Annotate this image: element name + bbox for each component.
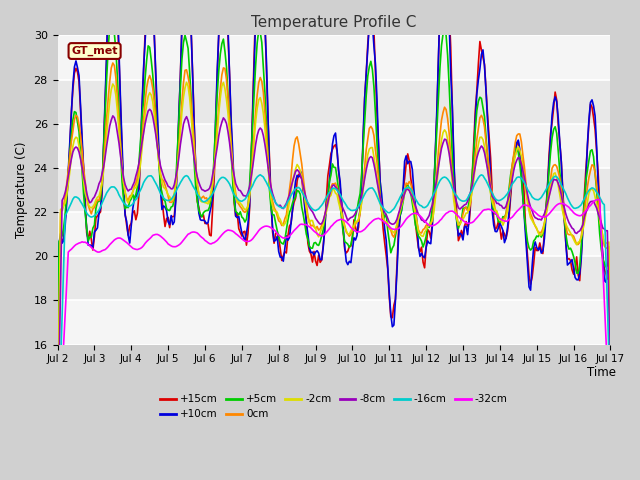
-8cm: [401, 191, 408, 196]
0cm: [388, 232, 396, 238]
+10cm: [388, 324, 396, 330]
0cm: [541, 220, 548, 226]
+5cm: [370, 84, 378, 89]
-32cm: [369, 218, 376, 224]
-16cm: [388, 207, 396, 213]
+15cm: [69, 86, 77, 92]
-16cm: [69, 196, 77, 202]
+15cm: [541, 229, 548, 235]
Line: +15cm: +15cm: [58, 0, 611, 480]
-32cm: [596, 197, 604, 203]
+5cm: [541, 224, 548, 229]
-32cm: [539, 214, 547, 220]
-16cm: [541, 190, 548, 195]
-8cm: [607, 383, 614, 388]
0cm: [370, 132, 378, 138]
+5cm: [607, 398, 614, 404]
-8cm: [370, 161, 378, 167]
Line: 0cm: 0cm: [58, 63, 611, 456]
Bar: [58, 36, 611, 80]
-16cm: [257, 172, 264, 178]
X-axis label: Time: Time: [587, 366, 616, 379]
0cm: [158, 177, 166, 182]
0cm: [401, 188, 408, 194]
Line: +10cm: +10cm: [58, 0, 611, 478]
+10cm: [54, 475, 61, 480]
+10cm: [69, 82, 77, 88]
-8cm: [388, 221, 396, 227]
-16cm: [157, 190, 164, 196]
Bar: [58, 300, 611, 345]
+5cm: [108, 15, 115, 21]
Legend: +15cm, +10cm, +5cm, 0cm, -2cm, -8cm, -16cm, -32cm: +15cm, +10cm, +5cm, 0cm, -2cm, -8cm, -16…: [156, 390, 512, 423]
-8cm: [158, 168, 166, 174]
+15cm: [158, 196, 166, 202]
-32cm: [399, 221, 407, 227]
-8cm: [54, 448, 61, 454]
+5cm: [401, 189, 408, 195]
Text: GT_met: GT_met: [71, 46, 118, 56]
Line: -8cm: -8cm: [58, 109, 611, 451]
-8cm: [541, 211, 548, 216]
+5cm: [54, 390, 61, 396]
Bar: [58, 212, 611, 256]
-2cm: [370, 154, 378, 160]
+5cm: [69, 117, 77, 123]
+10cm: [158, 207, 166, 213]
+10cm: [607, 267, 614, 273]
-2cm: [182, 80, 190, 85]
0cm: [69, 128, 77, 134]
+15cm: [388, 315, 396, 321]
-16cm: [607, 402, 614, 408]
+15cm: [401, 175, 408, 181]
-32cm: [157, 233, 164, 239]
+15cm: [607, 267, 614, 273]
Line: -16cm: -16cm: [58, 175, 611, 461]
Line: +5cm: +5cm: [58, 18, 611, 401]
-32cm: [69, 245, 77, 251]
+10cm: [401, 158, 408, 164]
-2cm: [157, 172, 164, 178]
+15cm: [370, 28, 378, 34]
-2cm: [401, 191, 408, 196]
-32cm: [54, 458, 61, 464]
Y-axis label: Temperature (C): Temperature (C): [15, 142, 28, 238]
0cm: [607, 355, 614, 360]
-16cm: [401, 186, 408, 192]
-32cm: [387, 225, 395, 231]
Line: -32cm: -32cm: [58, 200, 611, 461]
+10cm: [370, 43, 378, 49]
-32cm: [607, 436, 614, 442]
+10cm: [541, 236, 548, 241]
-16cm: [54, 458, 61, 464]
-8cm: [69, 149, 77, 155]
-2cm: [69, 143, 77, 149]
Line: -2cm: -2cm: [58, 83, 611, 456]
-2cm: [54, 453, 61, 458]
-2cm: [388, 228, 396, 234]
0cm: [109, 60, 116, 66]
-2cm: [607, 351, 614, 357]
+5cm: [388, 245, 396, 251]
Title: Temperature Profile C: Temperature Profile C: [252, 15, 417, 30]
-16cm: [370, 187, 378, 193]
+5cm: [158, 190, 166, 195]
Bar: [58, 124, 611, 168]
-8cm: [146, 107, 154, 112]
+15cm: [54, 477, 61, 480]
-2cm: [541, 220, 548, 226]
0cm: [54, 453, 61, 458]
